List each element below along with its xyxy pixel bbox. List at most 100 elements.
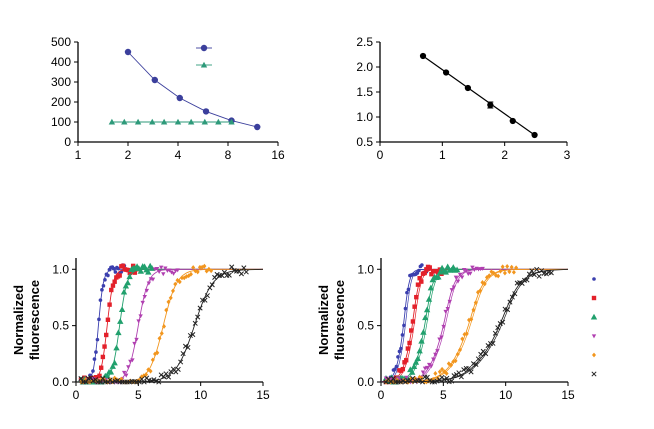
- panel-d-data-point: [457, 272, 463, 277]
- panel-d-data-point: [512, 291, 518, 297]
- panel-a-data-point: [160, 118, 168, 125]
- panel-c-data-point: [115, 329, 122, 336]
- panel-c-data-point: [142, 295, 147, 300]
- panel-d-data-point: [480, 280, 485, 285]
- panel-c-data-point: [170, 288, 175, 294]
- panel-d-data-point: [470, 265, 475, 270]
- panel-d-data-point: [427, 378, 433, 384]
- panel-d-data-point: [497, 321, 503, 327]
- panel-c-data-point: [141, 379, 147, 385]
- panel-d-x-tick-label: 0: [378, 388, 385, 402]
- panel-c-data-point: [109, 287, 114, 293]
- panel-a-data-point: [176, 94, 183, 102]
- panel-c-data-point: [100, 354, 106, 360]
- panel-c-data-point: [113, 344, 120, 351]
- panel-b-y-tick-label: 2.0: [356, 60, 373, 74]
- panel-c-data-point: [97, 317, 101, 322]
- panel-c-data-point: [112, 266, 116, 271]
- panel-c-data-point: [146, 367, 151, 373]
- panel-a-legend-marker: [200, 61, 208, 68]
- panel-c-data-point: [106, 273, 110, 278]
- panel-d-data-point: [444, 375, 450, 381]
- panel-b-y-tick-label: 2.5: [356, 35, 373, 49]
- panel-b-y-tick-label: 0.5: [356, 135, 373, 149]
- panel-d-data-point: [407, 340, 412, 346]
- panel-c-data-point: [101, 284, 106, 288]
- panel-d-data-point: [440, 366, 445, 372]
- panel-c-data-point: [132, 270, 138, 275]
- panel-d-data-point: [400, 333, 405, 337]
- panel-d-data-point: [536, 273, 542, 279]
- panel-d-data-point: [466, 365, 472, 372]
- panel-d-data-point: [433, 371, 438, 376]
- panel-c-data-point: [202, 297, 208, 303]
- panel-c-data-point: [117, 273, 122, 278]
- panel-b-x-tick-label: 0: [377, 148, 384, 162]
- panel-c-data-point: [188, 271, 193, 277]
- panel-c-x-tick-label: 10: [194, 388, 208, 402]
- panel-c-data-point: [125, 267, 131, 273]
- panel-c-data-point: [130, 358, 135, 363]
- panel-c-data-point: [104, 332, 109, 338]
- panel-a-y-tick-label: 400: [51, 55, 71, 69]
- panel-d-data-point: [467, 317, 472, 323]
- panel-d-data-point: [422, 314, 429, 321]
- panel-d-data-point: [431, 357, 436, 362]
- panel-c-data-point: [229, 264, 235, 270]
- panel-a-series-line: [127, 51, 258, 128]
- panel-d-data-point: [453, 358, 458, 364]
- panel-a-data-point: [121, 118, 128, 125]
- legend-marker: [591, 371, 597, 377]
- panel-b-fit-line: [422, 55, 535, 136]
- panel-d-data-point: [495, 325, 501, 331]
- panel-d-data-point: [449, 362, 454, 368]
- panel-b-data-point: [442, 69, 450, 76]
- panel-b-data-point: [419, 52, 427, 60]
- panel-c-data-point: [197, 305, 203, 311]
- panel-d-data-point: [464, 331, 469, 337]
- panel-d-data-point: [405, 346, 411, 351]
- panel-d-y-label-line2: fluorescence: [332, 280, 347, 360]
- panel-a-data-point: [174, 118, 182, 125]
- panel-c-data-point: [209, 268, 214, 274]
- panel-b-y-tick-label: 1.5: [356, 85, 373, 99]
- panel-a-legend-marker: [200, 44, 208, 52]
- panel-c-data-point: [173, 281, 178, 287]
- panel-c-data-point: [178, 359, 184, 365]
- panel-c-data-point: [120, 288, 128, 295]
- panel-d-data-point: [442, 268, 450, 275]
- panel-c-data-point: [121, 370, 127, 375]
- panel-b-data-point: [531, 131, 538, 139]
- panel-d-data-point: [468, 369, 474, 375]
- panel-d-data-point: [422, 270, 427, 276]
- panel-c-data-point: [78, 375, 84, 382]
- panel-c-data-point: [90, 378, 96, 384]
- panel-c-data-point: [185, 344, 191, 351]
- panel-c-data-point: [141, 373, 146, 379]
- panel-d-data-point: [504, 307, 511, 313]
- panel-d-data-point: [500, 264, 505, 270]
- panel-d-data-point: [484, 274, 489, 280]
- panel-c-data-point: [192, 320, 198, 326]
- panel-d-data-point: [419, 279, 424, 284]
- panel-c-data-point: [243, 269, 249, 275]
- panel-c-data-point: [114, 377, 121, 383]
- panel-c-data-point: [162, 324, 167, 329]
- panel-d-data-point: [435, 349, 440, 354]
- panel-a-data-point: [151, 76, 159, 84]
- panel-c-data-point: [221, 269, 227, 275]
- panel-d-data-point: [509, 294, 515, 300]
- panel-c-data-point: [144, 372, 149, 377]
- panel-d-data-point: [417, 268, 421, 273]
- panel-d-data-point: [427, 284, 435, 291]
- panel-b: 0 1 2 3 0.5 1.0 1.5 2.0 2.5: [356, 35, 570, 162]
- panel-c-data-point: [100, 288, 104, 292]
- panel-a-data-point: [228, 118, 235, 125]
- panel-d-data-point: [500, 319, 506, 325]
- panel-d-data-point: [426, 362, 432, 367]
- panel-d-data-point: [443, 309, 448, 314]
- panel-c-data-point: [177, 279, 182, 285]
- panel-d-data-point: [445, 307, 450, 312]
- panel-a-data-point: [202, 108, 210, 115]
- panel-d-data-point: [461, 367, 467, 373]
